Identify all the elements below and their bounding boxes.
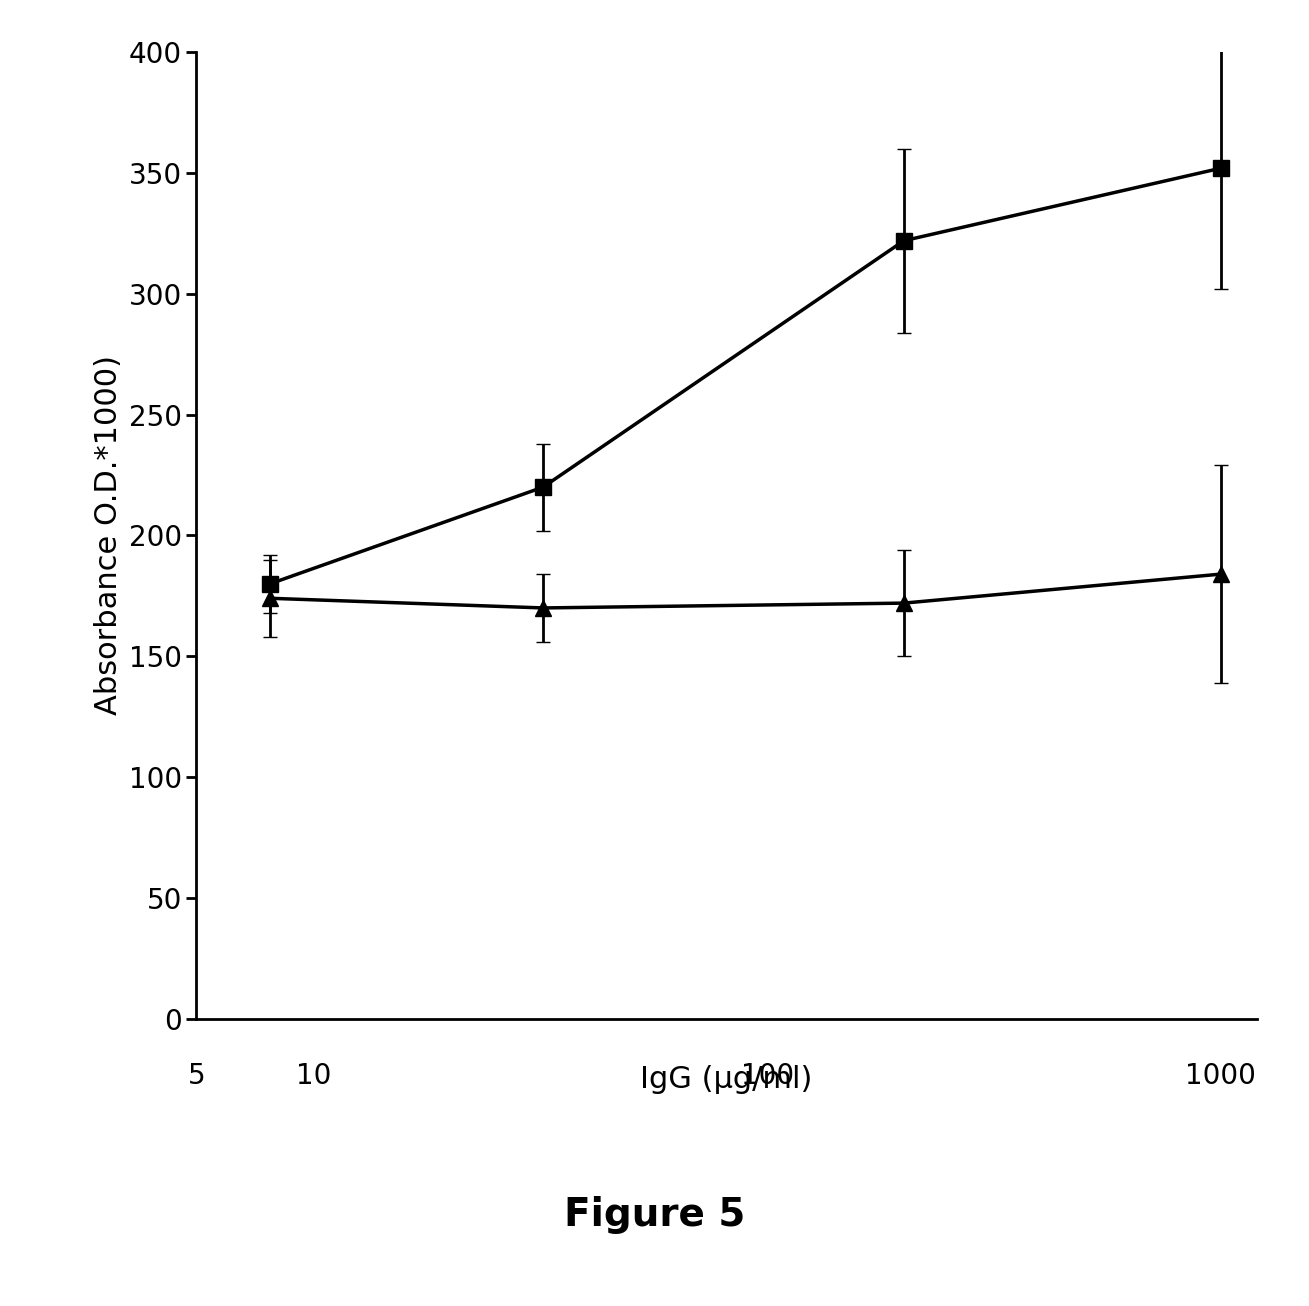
Text: 10: 10 — [296, 1062, 331, 1091]
Y-axis label: Absorbance O.D.*1000): Absorbance O.D.*1000) — [94, 355, 123, 716]
X-axis label: IgG (μg/ml): IgG (μg/ml) — [640, 1066, 813, 1094]
Text: 100: 100 — [741, 1062, 795, 1091]
Text: 5: 5 — [187, 1062, 206, 1091]
Text: 1000: 1000 — [1186, 1062, 1257, 1091]
Text: Figure 5: Figure 5 — [564, 1195, 745, 1234]
